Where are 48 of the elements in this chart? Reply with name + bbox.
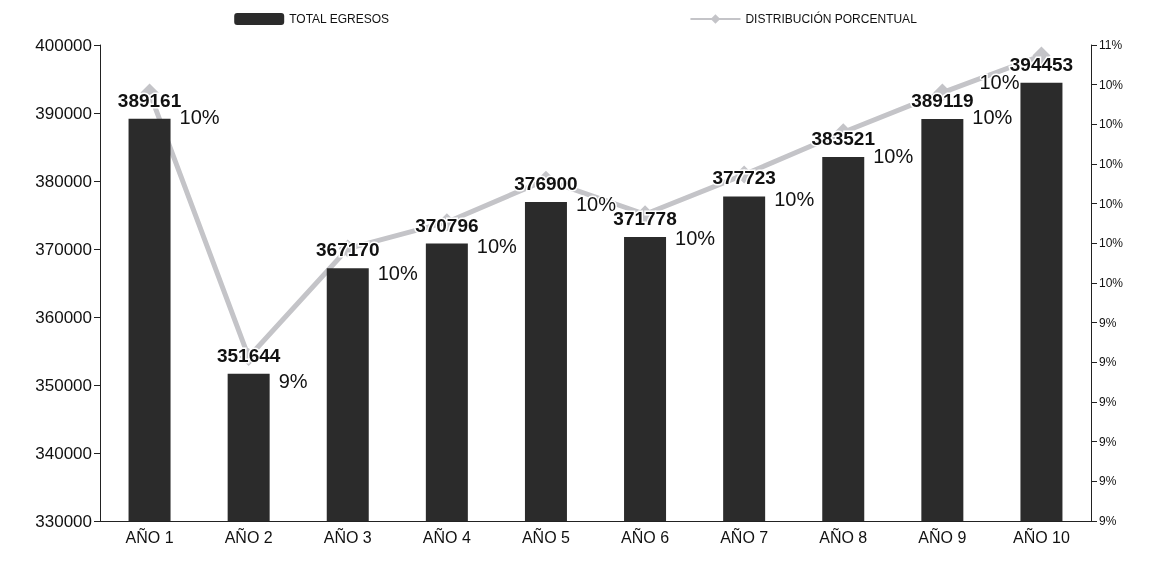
y2-tick-label: 9% bbox=[1099, 315, 1117, 330]
y-tick-label: 340000 bbox=[35, 443, 92, 463]
y2-tick-label: 10% bbox=[1099, 276, 1124, 290]
x-tick-label: AÑO 6 bbox=[621, 526, 670, 546]
y2-tick-label: 10% bbox=[1099, 77, 1124, 92]
x-tick-label: AÑO 8 bbox=[819, 526, 868, 546]
data-label: 10% bbox=[675, 227, 716, 250]
y2-tick-label: 10% bbox=[1099, 196, 1124, 211]
y2-tick-label: 9% bbox=[1099, 355, 1117, 370]
y2-tick-label: 10% bbox=[1099, 157, 1124, 171]
legend-label: DISTRIBUCIÓN PORCENTUAL bbox=[745, 11, 918, 26]
y2-tick-label: 9% bbox=[1099, 395, 1117, 409]
y-tick-label: 350000 bbox=[35, 375, 92, 395]
data-label: 383521 bbox=[811, 128, 876, 150]
y2-tick-label: 10% bbox=[1099, 236, 1124, 251]
data-label: 9% bbox=[278, 370, 308, 393]
y-tick-label: 360000 bbox=[35, 307, 92, 327]
x-tick-label: AÑO 4 bbox=[422, 526, 471, 546]
legend-label: TOTAL EGRESOS bbox=[289, 12, 390, 26]
y2-tick-label: 9% bbox=[1099, 434, 1117, 449]
data-label: 10% bbox=[873, 145, 914, 168]
data-label: 10% bbox=[972, 105, 1013, 128]
data-label: 376900 bbox=[514, 173, 578, 195]
data-label: 10% bbox=[377, 261, 418, 284]
x-tick-label: AÑO 3 bbox=[323, 526, 372, 546]
data-label: 389161 bbox=[117, 89, 182, 111]
y-tick-label: 330000 bbox=[35, 511, 92, 531]
data-label: 10% bbox=[774, 187, 815, 210]
y-tick-label: 400000 bbox=[35, 35, 92, 55]
data-label: 367170 bbox=[316, 239, 380, 261]
y-tick-label: 370000 bbox=[35, 239, 92, 259]
y-tick-label: 390000 bbox=[35, 103, 92, 123]
x-tick-label: AÑO 7 bbox=[720, 526, 769, 546]
x-tick-label: AÑO 2 bbox=[224, 526, 273, 546]
y-tick-label: 380000 bbox=[35, 171, 92, 191]
y2-tick-label: 11% bbox=[1099, 38, 1123, 52]
data-label: 10% bbox=[476, 235, 518, 258]
x-tick-label: AÑO 10 bbox=[1012, 526, 1070, 546]
x-tick-label: AÑO 9 bbox=[918, 526, 967, 546]
y2-tick-label: 9% bbox=[1099, 514, 1117, 528]
y2-tick-label: 10% bbox=[1099, 117, 1124, 132]
y2-tick-label: 9% bbox=[1099, 474, 1117, 489]
data-label: 351644 bbox=[216, 344, 281, 366]
x-tick-label: AÑO 1 bbox=[125, 526, 174, 546]
data-label: 389119 bbox=[911, 89, 974, 111]
data-label: 370796 bbox=[415, 214, 479, 236]
data-label: 377723 bbox=[712, 167, 776, 189]
x-tick-label: AÑO 5 bbox=[521, 526, 571, 546]
